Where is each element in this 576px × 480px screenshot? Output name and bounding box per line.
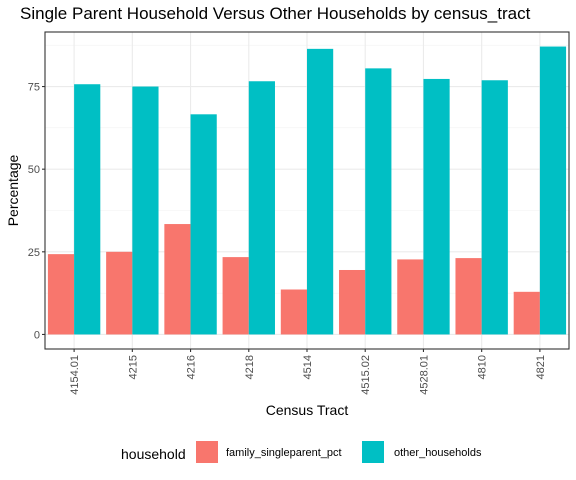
bar-family_singleparent_pct-4216 (164, 224, 191, 335)
bar-family_singleparent_pct-4218 (222, 257, 249, 335)
legend-key-other_households (362, 441, 384, 463)
x-axis: 4154.01 4215 4216 4218 4514 4515.02 4528.01 481… (69, 349, 547, 395)
bar-other_households-4514 (307, 48, 334, 335)
bar-family_singleparent_pct-4514 (280, 289, 307, 335)
bar-family_singleparent_pct-4810 (455, 258, 482, 335)
y-tick-label: 50 (28, 164, 40, 176)
bar-other_households-4810 (481, 80, 508, 335)
bar-other_households-4218 (248, 81, 275, 335)
x-tick-label: 4216 (186, 355, 198, 379)
legend-title: household (121, 446, 186, 462)
bar-other_households-4515.02 (365, 68, 392, 335)
bar-family_singleparent_pct-4154.01 (47, 254, 75, 335)
bar-other_households-4216 (190, 114, 217, 335)
x-tick-label: 4810 (477, 355, 489, 379)
x-axis-title: Census Tract (266, 402, 349, 418)
legend-key-family_singleparent_pct (196, 441, 218, 463)
x-tick-label: 4515.02 (360, 355, 372, 395)
legend-label-other_households: other_households (394, 447, 482, 459)
y-axis: 0 25 50 75 (28, 82, 45, 341)
bar-family_singleparent_pct-4821 (513, 291, 540, 335)
bar-other_households-4528.01 (423, 78, 450, 335)
x-tick-label: 4218 (244, 355, 256, 379)
x-tick-label: 4514 (302, 355, 314, 379)
bar-family_singleparent_pct-4528.01 (397, 259, 424, 335)
bar-other_households-4821 (539, 46, 567, 335)
bar-other_households-4154.01 (74, 84, 101, 335)
y-tick-label: 75 (28, 82, 40, 94)
legend-label-family_singleparent_pct: family_singleparent_pct (226, 447, 342, 459)
x-tick-label: 4215 (127, 355, 139, 379)
y-axis-title: Percentage (5, 154, 21, 226)
y-tick-label: 0 (34, 329, 40, 341)
bar-family_singleparent_pct-4215 (106, 251, 133, 335)
chart-title: Single Parent Household Versus Other Hou… (20, 4, 531, 23)
x-tick-label: 4528.01 (418, 355, 430, 395)
x-tick-label: 4154.01 (69, 355, 81, 395)
plot-panel (44, 31, 570, 350)
x-tick-label: 4821 (535, 355, 547, 379)
y-tick-label: 25 (28, 247, 40, 259)
bar-other_households-4215 (132, 86, 159, 335)
legend: household family_singleparent_pct other_h… (121, 441, 482, 463)
bar-family_singleparent_pct-4515.02 (339, 269, 366, 335)
